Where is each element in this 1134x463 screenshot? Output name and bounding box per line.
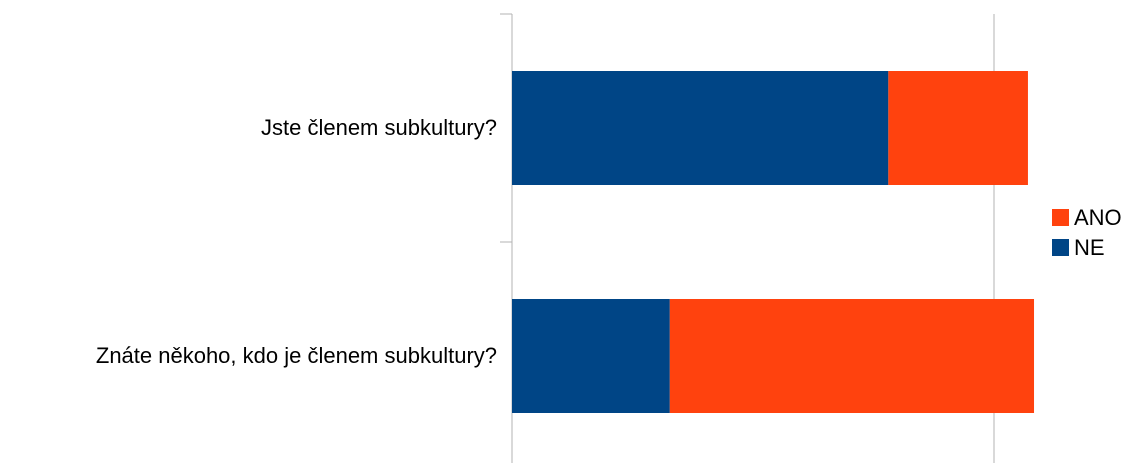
legend: ANO NE <box>1052 205 1122 260</box>
category-labels-group: Jste členem subkultury? Znáte někoho, kdo… <box>96 115 497 368</box>
category-label-2: Znáte někoho, kdo je členem subkultury? <box>96 343 497 368</box>
category-label-1: Jste členem subkultury? <box>261 115 497 140</box>
legend-label-ne: NE <box>1074 235 1105 260</box>
legend-swatch-ano <box>1052 209 1069 226</box>
bar-ano-category-1 <box>888 71 1028 185</box>
bar-ne-category-1 <box>512 71 889 185</box>
bar-ne-category-2 <box>512 299 670 413</box>
bars-group <box>512 71 1035 413</box>
bar-ano-category-2 <box>669 299 1035 413</box>
legend-label-ano: ANO <box>1074 205 1122 230</box>
legend-swatch-ne <box>1052 239 1069 256</box>
